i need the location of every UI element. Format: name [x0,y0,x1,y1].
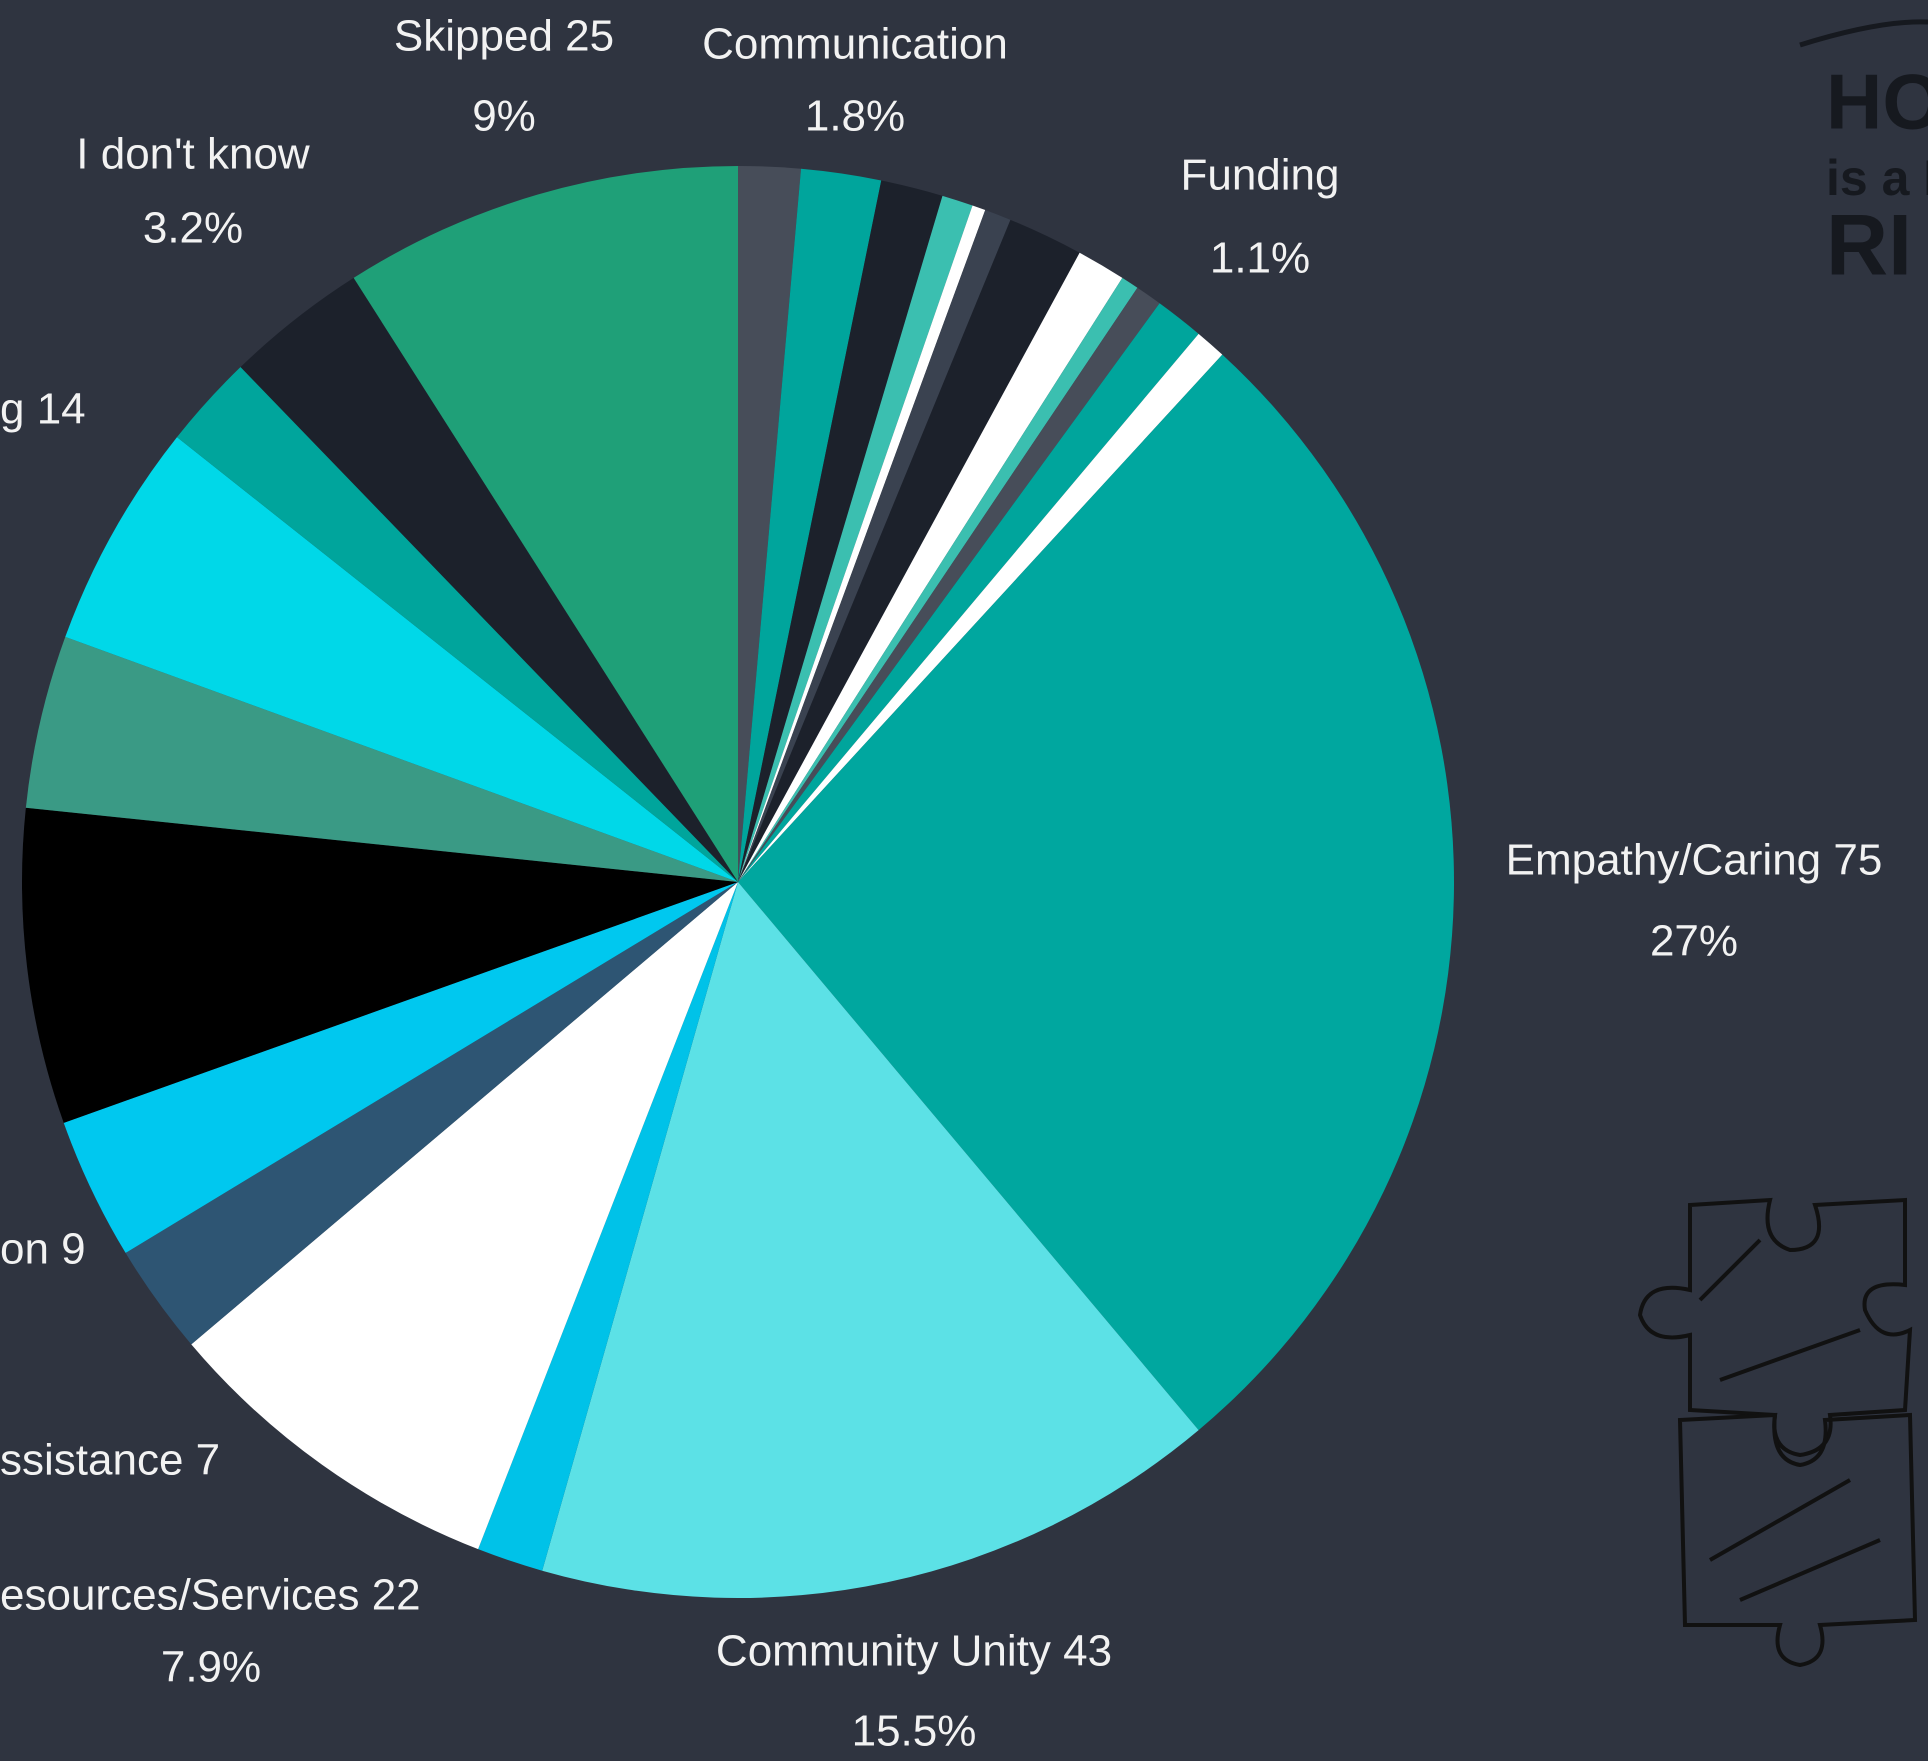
pie-slice [65,437,739,882]
pie-slice [177,367,739,882]
pie-slice [738,195,973,882]
slice-label: g 14 [0,385,86,434]
pie-slice [478,882,738,1571]
pie-slice [738,277,1138,882]
slice-label: Community Unity 43 [716,1627,1112,1676]
slice-label: on 9 [0,1225,86,1274]
pie-slice [738,333,1223,883]
pie-slice [125,882,738,1345]
pie-slice [738,287,1160,882]
logo-arc [1799,19,1928,48]
pie-slice [542,882,1199,1599]
pie-slice [25,636,739,882]
slice-label: esources/Services 22 [0,1571,421,1620]
pie-slice [738,303,1199,883]
logo-text: RI [1826,198,1912,294]
pie-slice [738,219,1080,883]
pie-slice [738,205,986,882]
slice-value-label: 27% [1650,917,1738,966]
pie-slice [738,166,802,882]
pie-slice [353,166,738,882]
pie-slice [738,354,1455,1431]
logo-text: is a H [1826,150,1928,206]
pie-slice [738,168,882,883]
slice-label: Empathy/Caring 75 [1506,836,1883,885]
slice-value-label: 15.5% [852,1707,977,1756]
pie-slice [21,807,739,1123]
slice-value-label: 9% [472,92,536,141]
logo-text: HOU [1826,58,1928,146]
puzzle-icon [1637,1197,1918,1668]
pie-slice [738,180,943,883]
slice-value-label: 7.9% [161,1643,261,1692]
pie-slice [63,882,738,1253]
slice-label: I don't know [76,130,310,179]
slice-label: Communication [702,20,1008,69]
slice-value-label: 1.1% [1210,234,1310,283]
pie-slice [738,210,1011,883]
slice-value-label: 3.2% [143,204,243,253]
pie-slice [240,277,738,882]
slice-label: Funding [1180,151,1339,200]
slice-label: ssistance 7 [0,1436,220,1485]
slice-label: Skipped 25 [394,12,614,61]
pie-slice [738,252,1123,882]
slice-value-label: 1.8% [805,92,905,141]
pie-slice [191,882,738,1550]
